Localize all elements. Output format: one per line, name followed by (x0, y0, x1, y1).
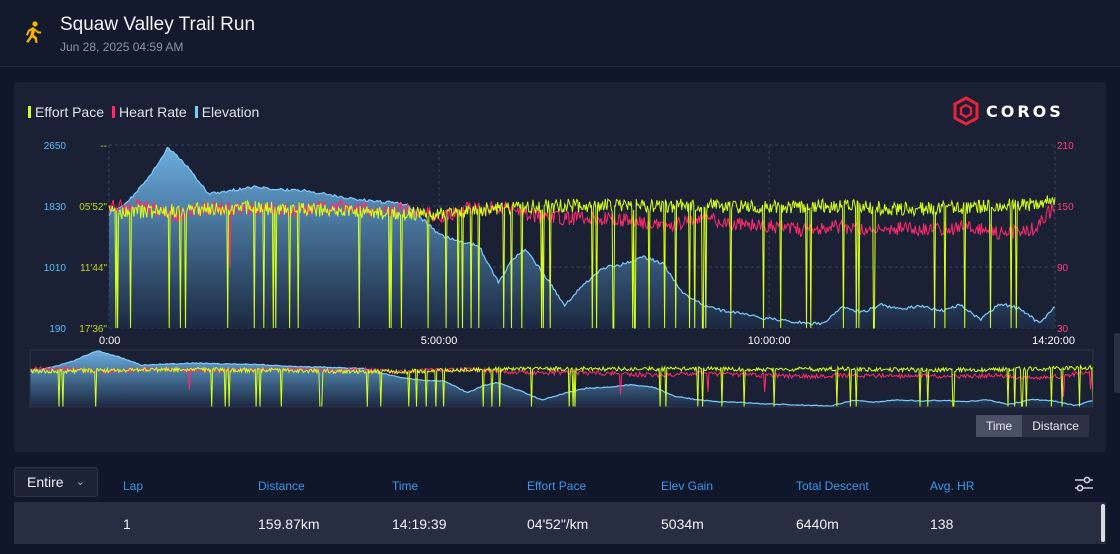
chart-legend: Effort Pace Heart Rate Elevation (28, 104, 259, 120)
legend-label: Heart Rate (119, 104, 187, 120)
legend-swatch (112, 106, 116, 118)
time-mode-button[interactable]: Time (976, 415, 1023, 437)
column-header-elev-gain[interactable]: Elev Gain (661, 479, 714, 493)
main-chart-plot (108, 144, 1056, 329)
elevation-area (30, 350, 1093, 407)
pace-tick-label: 11'44" (80, 263, 107, 274)
lap-range-select[interactable]: Entire ⌄ (14, 467, 98, 497)
lap-number: 1 (123, 516, 131, 532)
time-tick-label: 0:00 (99, 335, 120, 347)
time-tick-label: 10:00:00 (748, 335, 791, 347)
activity-chart[interactable]: 2650 1830 1010 190 -- 05'52" 11'44" 17'36" 210 15… (14, 82, 1106, 452)
column-header-total-descent[interactable]: Total Descent (796, 479, 869, 493)
overview-brush-frame (29, 349, 1094, 408)
elevation-area (109, 147, 1055, 328)
chart-panel: 2650 1830 1010 190 -- 05'52" 11'44" 17'36" 210 15… (14, 82, 1106, 452)
brand-name: COROS (986, 101, 1064, 121)
runner-icon (26, 21, 42, 43)
elevation-tick-label: 2650 (44, 141, 67, 152)
elevation-series-line (108, 146, 1056, 326)
legend-item-effort-pace[interactable]: Effort Pace (28, 104, 104, 120)
elevation-series-line (29, 350, 1094, 407)
column-header-effort-pace[interactable]: Effort Pace (527, 479, 587, 493)
heart-rate-series-line (29, 365, 1094, 397)
lap-elev-gain: 5034m (661, 516, 704, 532)
lap-distance: 159.87km (258, 516, 320, 532)
chevron-down-icon: ⌄ (75, 476, 85, 488)
overview-chart-plot (29, 350, 1094, 408)
lap-total-descent: 6440m (796, 516, 839, 532)
column-header-lap[interactable]: Lap (123, 479, 144, 493)
coros-logo: COROS (952, 96, 1064, 126)
column-settings-icon[interactable] (1073, 475, 1095, 493)
lap-effort-pace: 04'52"/km (527, 516, 589, 532)
pace-tick-label: -- (100, 141, 107, 152)
axis-mode-toggle: Time Distance (976, 415, 1089, 437)
legend-label: Elevation (201, 104, 260, 120)
legend-item-heart-rate[interactable]: Heart Rate (112, 104, 187, 120)
column-header-time[interactable]: Time (392, 479, 419, 493)
heart-rate-tick-label: 150 (1057, 202, 1074, 213)
lap-table-header: Entire ⌄ Lap Distance Time Effort Pace E… (0, 462, 1120, 502)
lap-time: 14:19:39 (392, 516, 447, 532)
legend-item-elevation[interactable]: Elevation (194, 104, 260, 120)
table-row[interactable]: 1 159.87km 14:19:39 04'52"/km 5034m 6440… (14, 502, 1106, 544)
legend-swatch (194, 106, 198, 118)
legend-swatch (28, 106, 31, 118)
elevation-tick-label: 1830 (44, 202, 67, 213)
heart-rate-tick-label: 30 (1057, 324, 1069, 335)
time-tick-label: 14:20:00 (1032, 335, 1075, 347)
lap-avg-hr: 138 (930, 516, 954, 532)
coros-hexagon-icon (953, 96, 979, 126)
time-tick-label: 5:00:00 (421, 335, 458, 347)
table-scrollbar[interactable] (1101, 504, 1105, 542)
effort-pace-series-line (108, 195, 1056, 329)
effort-pace-series-line (29, 363, 1094, 408)
activity-date: Jun 28, 2025 04:59 AM (60, 40, 184, 54)
elevation-tick-label: 190 (49, 324, 66, 335)
lap-range-value: Entire (27, 474, 64, 490)
activity-title: Squaw Valley Trail Run (60, 14, 256, 35)
pace-tick-label: 17'36" (79, 324, 107, 335)
pace-tick-label: 05'52" (79, 202, 107, 213)
heart-rate-tick-label: 210 (1057, 141, 1074, 152)
activity-header: Squaw Valley Trail Run Jun 28, 2025 04:5… (0, 0, 1120, 67)
side-scroll-tab[interactable] (1114, 333, 1120, 393)
column-header-avg-hr[interactable]: Avg. HR (930, 479, 975, 493)
column-header-distance[interactable]: Distance (258, 479, 305, 493)
legend-label: Effort Pace (35, 104, 105, 120)
distance-mode-button[interactable]: Distance (1022, 415, 1089, 437)
heart-rate-tick-label: 90 (1057, 263, 1069, 274)
elevation-tick-label: 1010 (44, 263, 67, 274)
